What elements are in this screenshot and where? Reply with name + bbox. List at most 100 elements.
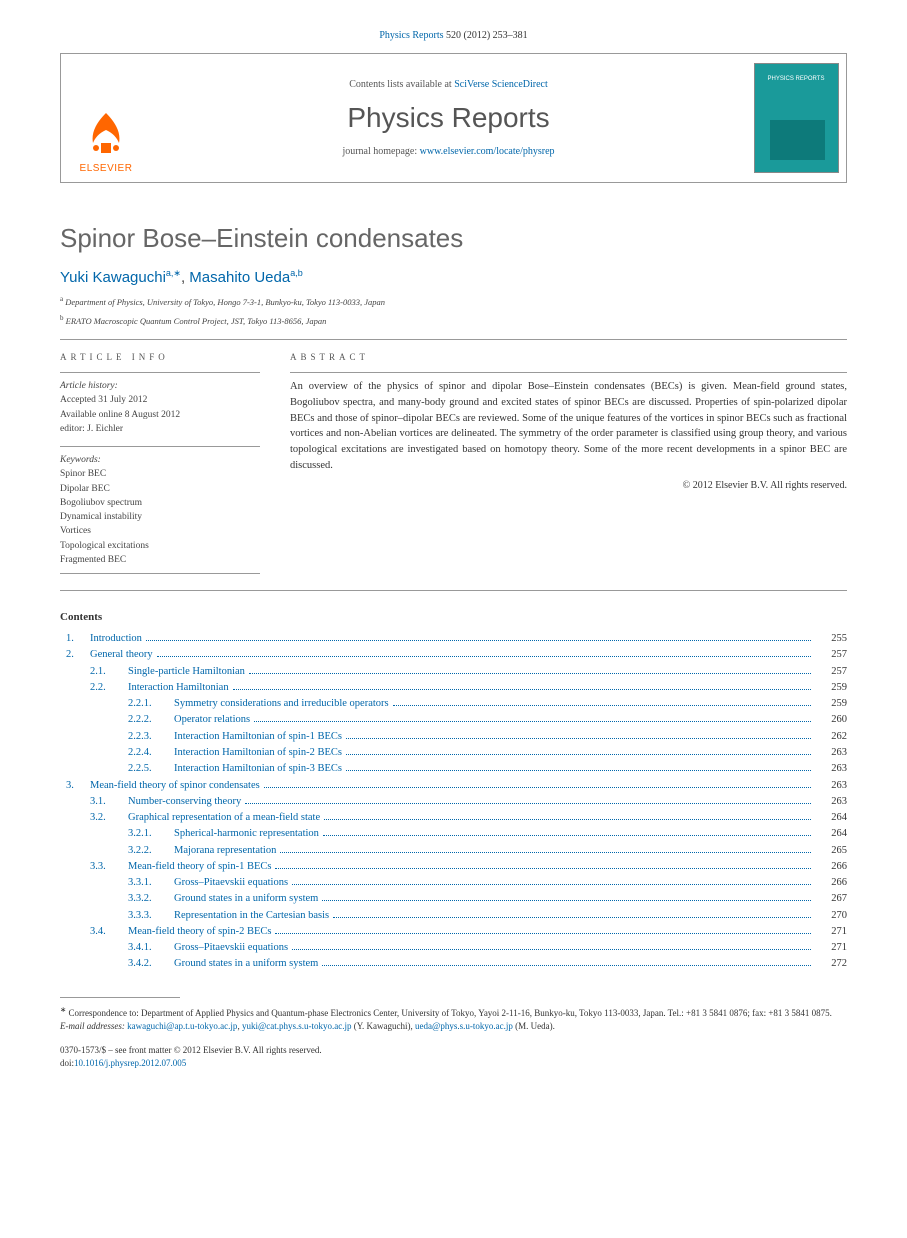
cover-title: PHYSICS REPORTS — [768, 76, 825, 82]
toc-title: Ground states in a uniform system — [174, 956, 318, 972]
toc-title: Spherical-harmonic representation — [174, 826, 319, 842]
accepted-date: Accepted 31 July 2012 — [60, 393, 260, 407]
toc-row[interactable]: 2.2.Interaction Hamiltonian259 — [60, 680, 847, 696]
email-link-3[interactable]: ueda@phys.s.u-tokyo.ac.jp — [415, 1021, 513, 1031]
keyword-item: Vortices — [60, 524, 260, 538]
toc-page: 260 — [815, 712, 847, 728]
affiliation-b-text: ERATO Macroscopic Quantum Control Projec… — [66, 315, 327, 325]
toc-row[interactable]: 3.4.1.Gross–Pitaevskii equations271 — [60, 940, 847, 956]
toc-title: Mean-field theory of spin-1 BECs — [128, 859, 271, 875]
journal-homepage-link[interactable]: www.elsevier.com/locate/physrep — [420, 146, 555, 157]
toc-leader-dots — [346, 754, 811, 755]
abstract-column: abstract An overview of the physics of s… — [290, 352, 847, 574]
toc-leader-dots — [275, 933, 811, 934]
toc-row[interactable]: 3.2.Graphical representation of a mean-f… — [60, 810, 847, 826]
toc-number: 3. — [60, 778, 90, 794]
toc-page: 272 — [815, 956, 847, 972]
cover-cell: PHYSICS REPORTS — [746, 54, 846, 182]
toc-title: Interaction Hamiltonian of spin-3 BECs — [174, 761, 342, 777]
elsevier-logo[interactable]: ELSEVIER — [80, 108, 133, 174]
citation-journal-link[interactable]: Physics Reports — [379, 30, 443, 41]
toc-leader-dots — [146, 640, 811, 641]
author-link-2[interactable]: Masahito Ueda — [189, 269, 290, 286]
toc-row[interactable]: 2.2.4.Interaction Hamiltonian of spin-2 … — [60, 745, 847, 761]
toc-number: 3.4.1. — [128, 940, 174, 956]
toc-row[interactable]: 3.1.Number-conserving theory263 — [60, 794, 847, 810]
keyword-item: Spinor BEC — [60, 467, 260, 481]
toc-number: 2.2. — [90, 680, 128, 696]
toc-title: Number-conserving theory — [128, 794, 241, 810]
email-link-1[interactable]: kawaguchi@ap.t.u-tokyo.ac.jp — [127, 1021, 237, 1031]
doi-link[interactable]: 10.1016/j.physrep.2012.07.005 — [74, 1058, 186, 1068]
toc-number: 3.4. — [90, 924, 128, 940]
toc-row[interactable]: 2.2.2.Operator relations260 — [60, 712, 847, 728]
toc-title: Representation in the Cartesian basis — [174, 908, 329, 924]
toc-row[interactable]: 3.2.2.Majorana representation265 — [60, 843, 847, 859]
affiliation-b: b ERATO Macroscopic Quantum Control Proj… — [60, 313, 847, 328]
toc-number: 2.2.5. — [128, 761, 174, 777]
toc-page: 265 — [815, 843, 847, 859]
email-paren-2: (M. Ueda). — [515, 1021, 555, 1031]
article-info-column: article info Article history: Accepted 3… — [60, 352, 260, 574]
journal-cover-thumbnail[interactable]: PHYSICS REPORTS — [754, 63, 839, 173]
toc-row[interactable]: 2.2.1.Symmetry considerations and irredu… — [60, 696, 847, 712]
toc-row[interactable]: 2.1.Single-particle Hamiltonian257 — [60, 664, 847, 680]
abstract-head: abstract — [290, 352, 847, 362]
author-2-sup[interactable]: a,b — [290, 268, 303, 278]
toc-row[interactable]: 1.Introduction255 — [60, 631, 847, 647]
toc-row[interactable]: 3.3.Mean-field theory of spin-1 BECs266 — [60, 859, 847, 875]
toc-leader-dots — [346, 738, 811, 739]
toc-page: 264 — [815, 810, 847, 826]
email-label: E-mail addresses: — [60, 1021, 125, 1031]
sciencedirect-link[interactable]: SciVerse ScienceDirect — [454, 79, 548, 90]
toc-leader-dots — [324, 819, 811, 820]
toc-page: 271 — [815, 924, 847, 940]
keyword-item: Topological excitations — [60, 539, 260, 553]
toc-row[interactable]: 3.3.2.Ground states in a uniform system2… — [60, 891, 847, 907]
toc-row[interactable]: 3.3.1.Gross–Pitaevskii equations266 — [60, 875, 847, 891]
doi-label: doi: — [60, 1058, 74, 1068]
email-link-2[interactable]: yuki@cat.phys.s.u-tokyo.ac.jp — [242, 1021, 352, 1031]
toc-row[interactable]: 3.2.1.Spherical-harmonic representation2… — [60, 826, 847, 842]
toc-page: 263 — [815, 745, 847, 761]
toc-page: 264 — [815, 826, 847, 842]
homepage-prefix: journal homepage: — [342, 146, 419, 157]
toc-row[interactable]: 2.2.3.Interaction Hamiltonian of spin-1 … — [60, 729, 847, 745]
toc-number: 2.1. — [90, 664, 128, 680]
citation-ref: 520 (2012) 253–381 — [446, 30, 528, 41]
toc-number: 3.3.2. — [128, 891, 174, 907]
toc-page: 263 — [815, 761, 847, 777]
author-link-1[interactable]: Yuki Kawaguchi — [60, 269, 166, 286]
toc-page: 262 — [815, 729, 847, 745]
keyword-item: Dipolar BEC — [60, 482, 260, 496]
toc-title: General theory — [90, 647, 153, 663]
author-1-sup[interactable]: a,∗ — [166, 268, 181, 278]
email-paren-1: (Y. Kawaguchi), — [354, 1021, 413, 1031]
abstract-text: An overview of the physics of spinor and… — [290, 372, 847, 474]
toc-row[interactable]: 3.4.2.Ground states in a uniform system2… — [60, 956, 847, 972]
toc-page: 259 — [815, 696, 847, 712]
authors-line: Yuki Kawaguchia,∗, Masahito Uedaa,b — [60, 268, 847, 286]
toc-leader-dots — [245, 803, 811, 804]
toc-leader-dots — [393, 705, 811, 706]
toc-title: Gross–Pitaevskii equations — [174, 940, 288, 956]
keyword-item: Fragmented BEC — [60, 553, 260, 567]
footer-meta: 0370-1573/$ – see front matter © 2012 El… — [60, 1044, 847, 1071]
toc-number: 3.3. — [90, 859, 128, 875]
toc-row[interactable]: 3.3.3.Representation in the Cartesian ba… — [60, 908, 847, 924]
history-label: Article history: — [60, 379, 260, 393]
elsevier-text: ELSEVIER — [80, 163, 133, 174]
toc-leader-dots — [264, 787, 811, 788]
keywords-list: Spinor BECDipolar BECBogoliubov spectrum… — [60, 467, 260, 567]
keyword-item: Bogoliubov spectrum — [60, 496, 260, 510]
journal-name: Physics Reports — [347, 102, 549, 134]
homepage-line: journal homepage: www.elsevier.com/locat… — [342, 146, 554, 157]
toc-row[interactable]: 2.2.5.Interaction Hamiltonian of spin-3 … — [60, 761, 847, 777]
toc-title: Graphical representation of a mean-field… — [128, 810, 320, 826]
toc-row[interactable]: 3.Mean-field theory of spinor condensate… — [60, 778, 847, 794]
corr-marker: ∗ — [60, 1005, 66, 1014]
toc-row[interactable]: 3.4.Mean-field theory of spin-2 BECs271 — [60, 924, 847, 940]
toc-leader-dots — [346, 770, 811, 771]
toc-row[interactable]: 2.General theory257 — [60, 647, 847, 663]
toc-page: 270 — [815, 908, 847, 924]
